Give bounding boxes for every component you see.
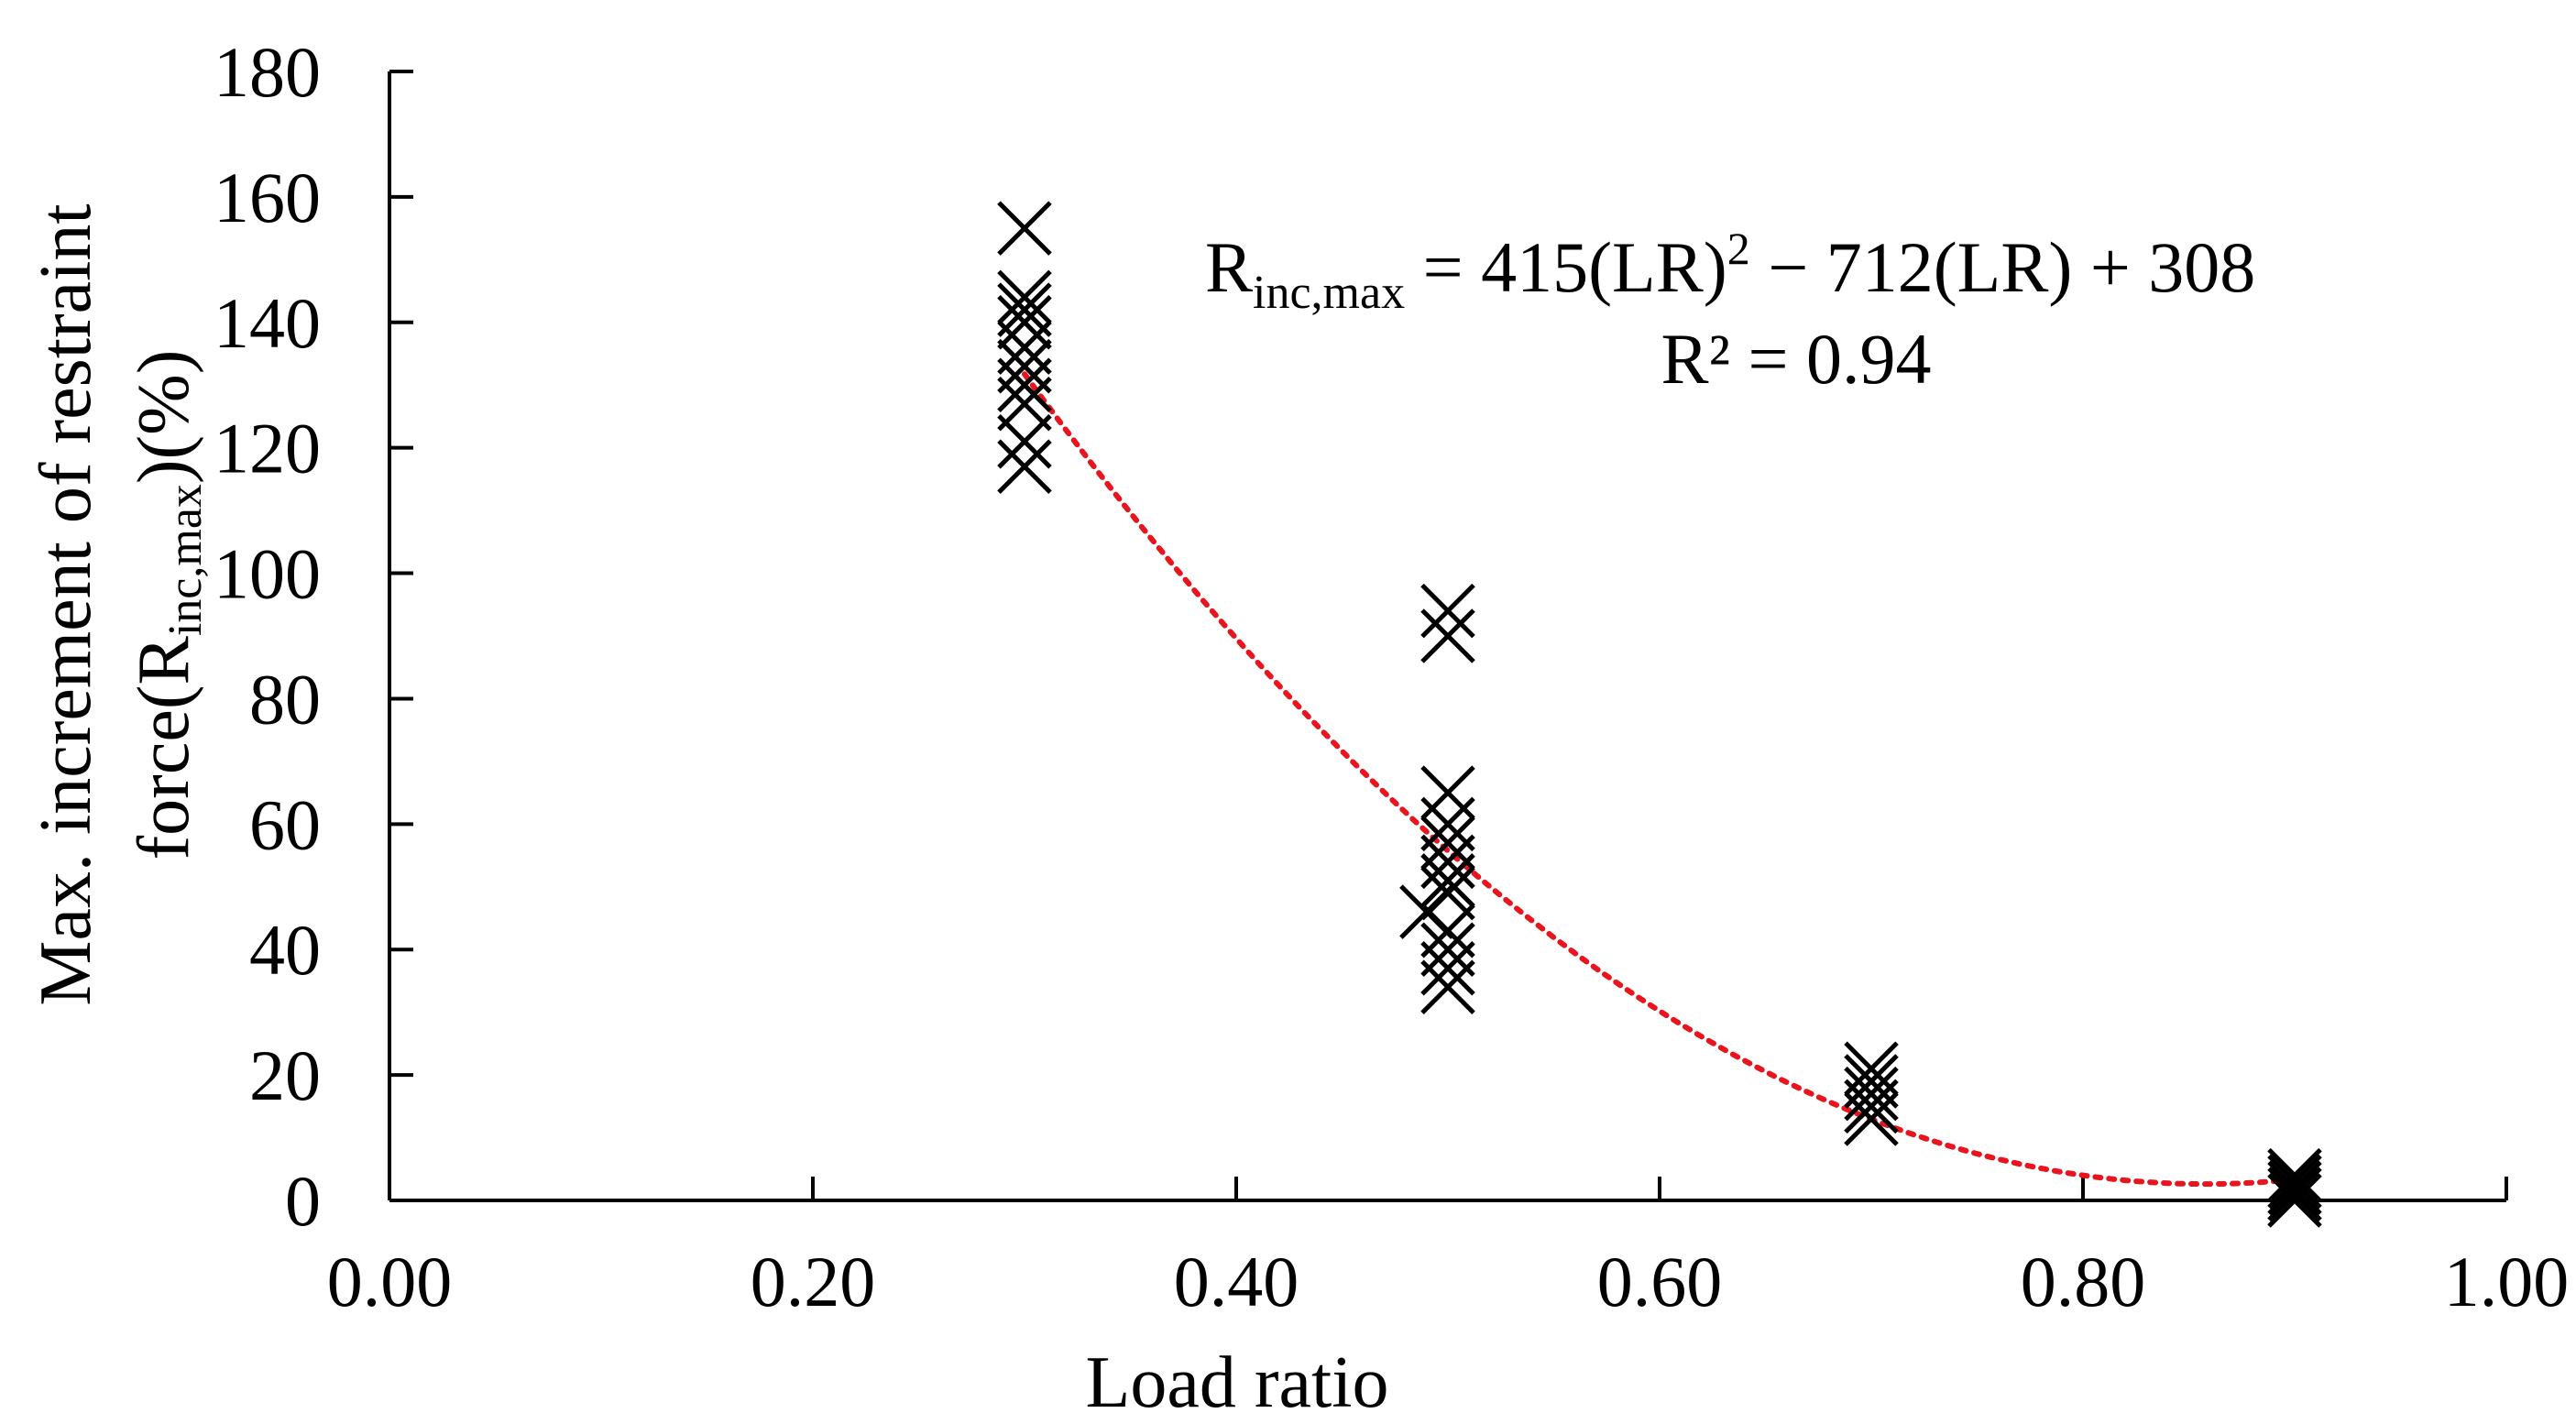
data-point-marker: [1420, 608, 1475, 663]
data-point-marker: [2267, 1147, 2322, 1203]
data-point-marker: [997, 357, 1052, 412]
data-point-marker: [1844, 1091, 1899, 1146]
y-tick-label: 100: [214, 534, 321, 614]
y-tick-label: 0: [285, 1161, 321, 1241]
data-point-marker: [2267, 1167, 2322, 1221]
equation-superscript: 2: [1727, 223, 1750, 274]
data-point-marker: [997, 414, 1052, 469]
equation-lhs: R: [1205, 227, 1253, 307]
data-point-marker: [1844, 1054, 1899, 1109]
y-tick-label: 160: [214, 158, 321, 237]
data-point-marker: [997, 376, 1052, 432]
data-point-marker: [997, 338, 1052, 394]
y-tick-label: 120: [214, 409, 321, 488]
x-tick-label: 0.80: [2021, 1242, 2146, 1321]
data-point-marker: [1420, 816, 1475, 871]
y-axis-title-prefix: force(R: [124, 636, 204, 860]
data-point-marker: [997, 320, 1052, 375]
x-tick-labels: 0.00 0.20 0.40 0.60 0.80 1.00: [327, 1242, 2570, 1321]
data-point-marker: [1844, 1066, 1899, 1122]
y-tick-labels: 0 20 40 60 80 100 120 140 160 180: [214, 32, 321, 1241]
data-point-marker: [1844, 1041, 1899, 1097]
data-point-marker: [1420, 940, 1475, 996]
y-axis-title-line1: Max. increment of restraint: [26, 203, 106, 1005]
r-squared: R² = 0.94: [1661, 319, 1932, 399]
x-tick-label: 0.40: [1174, 1242, 1299, 1321]
y-tick-label: 40: [249, 910, 321, 990]
x-tick-label: 1.00: [2444, 1242, 2570, 1321]
data-point-marker: [997, 282, 1052, 337]
data-point-marker: [1420, 853, 1475, 908]
data-point-marker: [997, 201, 1052, 256]
data-point-marker: [1420, 903, 1475, 958]
equation-rhs-part2: − 712(LR) + 308: [1750, 227, 2256, 307]
y-tick-label: 20: [249, 1035, 321, 1115]
trendline-equation: Rinc,max = 415(LR)2 − 712(LR) + 308: [1205, 223, 2255, 319]
axes: [388, 70, 2508, 1202]
data-point-marker: [1844, 1079, 1899, 1134]
y-axis-title-suffix: )(%): [124, 350, 204, 485]
data-point-marker: [997, 439, 1052, 494]
y-axis-title-subscript: inc,max: [159, 484, 212, 636]
y-axis-title-line2: force(Rinc,max)(%): [124, 350, 212, 860]
data-point-marker: [997, 295, 1052, 350]
y-tick-label: 180: [214, 32, 321, 112]
x-axis-title: Load ratio: [1086, 1342, 1389, 1423]
data-point-marker: [2267, 1173, 2322, 1228]
equation-rhs-part1: = 415(LR): [1405, 227, 1727, 307]
y-tick-label: 80: [249, 659, 321, 739]
trendline: [1022, 371, 2297, 1188]
y-tick-label: 140: [214, 283, 321, 363]
data-point-marker: [2267, 1160, 2322, 1216]
y-tick-label: 60: [249, 784, 321, 864]
data-point-marker: [1420, 959, 1475, 1015]
equation-lhs-subscript: inc,max: [1253, 267, 1405, 319]
data-point-marker: [2267, 1154, 2322, 1210]
data-point-marker: [1420, 796, 1475, 852]
data-point-marker: [1420, 922, 1475, 977]
x-tick-label: 0.60: [1597, 1242, 1723, 1321]
data-point-marker: [1420, 583, 1475, 639]
data-markers: [997, 201, 2322, 1228]
data-point-marker: [997, 269, 1052, 325]
x-tick-label: 0.00: [327, 1242, 453, 1321]
x-tick-label: 0.20: [751, 1242, 876, 1321]
data-point-marker: [1420, 765, 1475, 820]
